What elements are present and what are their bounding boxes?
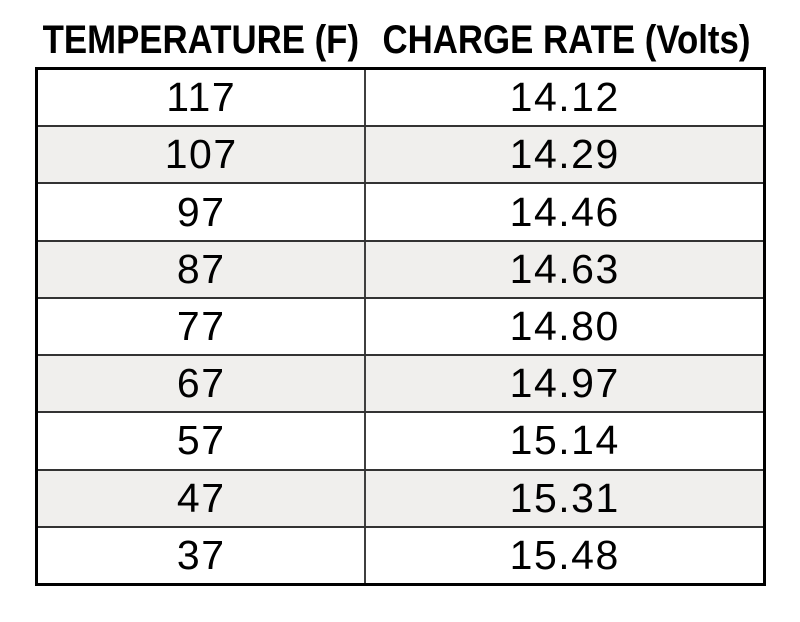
table-row: 57 15.14 — [38, 413, 763, 471]
table-row: 67 14.97 — [38, 356, 763, 414]
charge-rate-header-label: CHARGE RATE (Volts) — [382, 17, 751, 62]
temperature-cell: 87 — [38, 241, 367, 297]
charge-rate-cell: 15.14 — [509, 417, 620, 464]
table-header-row: TEMPERATURE (F) CHARGE RATE (Volts) — [35, 16, 766, 64]
table-row: 117 14.12 — [38, 70, 763, 128]
temperature-header-label: TEMPERATURE (F) — [42, 17, 359, 62]
charge-rate-cell: 14.12 — [509, 74, 620, 121]
temperature-cell: 97 — [38, 184, 367, 240]
charge-rate-cell: 14.63 — [509, 245, 620, 292]
temperature-charge-rate-table: 117 14.12 107 14.29 97 14.46 87 14.63 77… — [35, 67, 766, 586]
temperature-cell: 67 — [38, 356, 367, 412]
table-row: 77 14.80 — [38, 298, 763, 357]
temperature-header: TEMPERATURE (F) — [35, 16, 366, 64]
temperature-cell: 77 — [38, 298, 367, 355]
table-row: 37 15.48 — [38, 527, 763, 583]
table-row: 107 14.29 — [38, 127, 763, 185]
charge-rate-cell: 14.46 — [509, 188, 620, 235]
temperature-cell: 47 — [38, 470, 367, 526]
temperature-cell: 57 — [38, 413, 367, 469]
charge-rate-header: CHARGE RATE (Volts) — [366, 16, 766, 64]
charge-rate-cell: 15.48 — [509, 531, 620, 578]
charge-rate-cell: 14.80 — [509, 302, 620, 349]
table-row: 47 15.31 — [38, 470, 763, 528]
temperature-cell: 117 — [38, 70, 367, 126]
charge-rate-cell: 15.31 — [509, 474, 620, 521]
temperature-cell: 107 — [38, 127, 367, 183]
table-row: 97 14.46 — [38, 184, 763, 242]
charge-rate-cell: 14.29 — [509, 131, 620, 178]
charge-rate-cell: 14.97 — [509, 360, 620, 407]
temperature-cell: 37 — [38, 527, 367, 583]
table-row: 87 14.63 — [38, 241, 763, 299]
